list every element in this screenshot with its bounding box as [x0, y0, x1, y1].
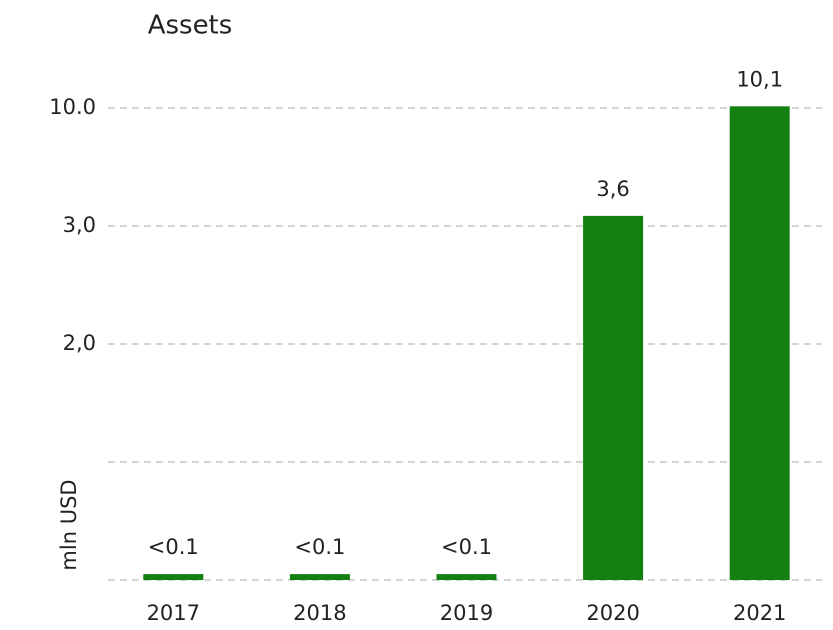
value-label: 10,1: [736, 67, 783, 91]
y-axis-label: mln USD: [57, 479, 81, 570]
bar: [436, 574, 497, 580]
x-tick-label: 2020: [586, 601, 639, 625]
bar: [289, 574, 350, 580]
bar: [583, 215, 644, 580]
bar: [729, 106, 790, 581]
value-label: <0.1: [441, 535, 492, 559]
chart-title: Assets: [148, 11, 233, 41]
x-tick-label: 2017: [147, 601, 200, 625]
value-label: <0.1: [148, 535, 199, 559]
x-tick-label: 2021: [733, 601, 786, 625]
x-tick-label: 2019: [440, 601, 493, 625]
y-tick-label: 10.0: [49, 95, 96, 119]
y-tick-label: 2,0: [63, 331, 96, 355]
y-tick-label: 3,0: [63, 213, 96, 237]
x-tick-label: 2018: [293, 601, 346, 625]
value-label: 3,6: [596, 177, 629, 201]
value-label: <0.1: [294, 535, 345, 559]
bar: [143, 574, 204, 580]
